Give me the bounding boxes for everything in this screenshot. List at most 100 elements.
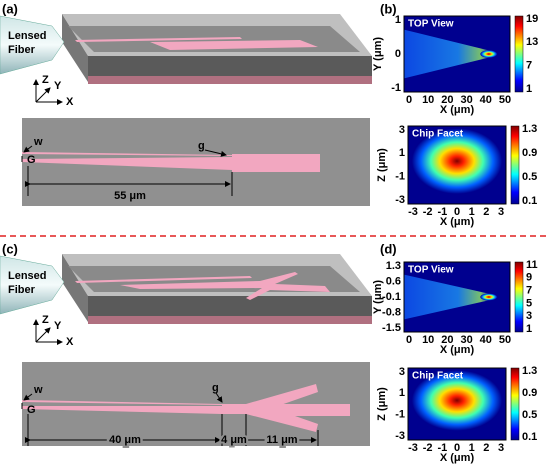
- G-label: G: [27, 154, 36, 166]
- waveguide: [222, 384, 318, 432]
- x-tick-label: 10: [422, 94, 434, 106]
- pointer: [23, 145, 33, 153]
- plot-frame: [407, 125, 507, 205]
- colorbar-label: 5: [526, 297, 532, 309]
- y-tick-label: 0.6: [386, 275, 401, 287]
- colorbar-label: 1: [526, 83, 532, 95]
- length-label: 55 μm: [114, 190, 146, 202]
- colorbar-label: 1.3: [522, 365, 537, 377]
- x-axis-label: X (μm): [440, 452, 475, 464]
- panel-label: (a): [2, 1, 18, 16]
- x-axis-label: X (μm): [440, 216, 475, 228]
- x-tick-label: -2: [423, 206, 433, 218]
- y-tick-label: 1: [399, 147, 405, 159]
- colorbar-label: 1.3: [522, 123, 537, 135]
- x-tick-label: 50: [499, 94, 511, 106]
- y-tick-label: -1: [395, 409, 405, 421]
- x-tick-label: 30: [460, 334, 472, 346]
- lensed-fiber: [0, 255, 65, 315]
- y-tick-label: 1: [399, 387, 405, 399]
- colorbar-label: 11: [526, 259, 538, 271]
- waveguide: [232, 154, 320, 172]
- colorbar-label: 0.9: [522, 147, 537, 159]
- pointer: [204, 149, 227, 157]
- colorbar-label: 0.9: [522, 387, 537, 399]
- w-label: w: [33, 136, 43, 148]
- chip-front: [88, 296, 372, 316]
- fiber-label: Lensed: [8, 270, 47, 282]
- length-label: 11 μm: [266, 434, 297, 446]
- waveguide: [150, 40, 318, 50]
- y-axis-label: Y (μm): [372, 280, 384, 314]
- plot-frame: [403, 15, 511, 93]
- x-tick-label: 50: [499, 334, 511, 346]
- x-tick-label: -1: [437, 442, 447, 454]
- x-tick-label: 1: [469, 206, 475, 218]
- y-tick-label: 1: [395, 14, 401, 26]
- axis-arrow: [35, 87, 51, 103]
- waveguide: [22, 406, 222, 414]
- colorbar-label: 1: [526, 323, 532, 335]
- plot-title: Chip Facet: [412, 129, 464, 140]
- w-label: w: [33, 384, 43, 396]
- length-label: 4 μm: [221, 434, 247, 446]
- x-tick-label: -3: [408, 206, 418, 218]
- lensed-fiber: [0, 15, 65, 75]
- x-tick-label: 20: [441, 94, 453, 106]
- x-tick-label: 0: [454, 442, 460, 454]
- y-tick-label: -0.1: [382, 291, 401, 303]
- x-tick-label: 40: [480, 94, 492, 106]
- plot-title: TOP View: [408, 19, 454, 30]
- plot-title: TOP View: [408, 265, 454, 276]
- axis-label: Z: [42, 314, 49, 326]
- waveguide: [272, 404, 350, 416]
- panel-c: (c) Lensed Fiber Z Y X w G g 40 μm 4 μm …: [0, 241, 372, 448]
- colorbar-label: 19: [526, 13, 538, 25]
- axis-label: Y: [54, 320, 62, 332]
- g-label: g: [212, 382, 219, 394]
- x-tick-label: -3: [408, 442, 418, 454]
- colorbar-label: 0.1: [522, 431, 537, 443]
- colorbar: [510, 125, 520, 205]
- axis-arrow: [35, 327, 51, 343]
- panel-label: (d): [380, 241, 397, 256]
- x-axis-label: X (μm): [440, 344, 475, 356]
- x-tick-label: -2: [423, 442, 433, 454]
- y-tick-label: 0: [395, 48, 401, 60]
- waveguide: [75, 37, 242, 42]
- panel-a: (a) Lensed Fiber Z Y X w G g 55 μm: [0, 1, 372, 206]
- colorbar: [514, 15, 524, 93]
- y-tick-label: -1: [395, 171, 405, 183]
- colorbar-label: 7: [526, 60, 532, 72]
- x-tick-label: 3: [498, 206, 504, 218]
- y-axis-label: Y (μm): [372, 37, 384, 71]
- waveguide: [22, 157, 232, 170]
- chip-substrate: [88, 316, 372, 324]
- heatmap-field: [404, 29, 495, 79]
- y-axis-label: Z (μm): [376, 387, 388, 421]
- fiber-label: Lensed: [8, 30, 47, 42]
- x-tick-label: 30: [460, 94, 472, 106]
- waveguide: [22, 152, 232, 156]
- y-tick-label: 1.3: [386, 260, 401, 272]
- y-tick-label: -3: [395, 430, 405, 442]
- x-tick-label: 3: [498, 442, 504, 454]
- y-tick-label: -1.5: [382, 322, 401, 334]
- heatmap-hotspot: [480, 50, 498, 58]
- y-axis-label: Z (μm): [376, 148, 388, 182]
- G-label: G: [27, 404, 36, 416]
- heatmap-hotspot: [480, 293, 498, 301]
- axis-label: Z: [42, 74, 49, 86]
- plot-frame: [407, 367, 507, 441]
- chip-front: [88, 56, 372, 76]
- length-label: 40 μm: [109, 434, 141, 446]
- y-tick-label: 3: [399, 124, 405, 136]
- panel-label: (c): [2, 241, 18, 256]
- x-tick-label: 2: [483, 442, 489, 454]
- heatmap-mode: [411, 370, 503, 431]
- x-tick-label: -1: [437, 206, 447, 218]
- waveguide: [120, 272, 330, 300]
- panel-label: (b): [380, 1, 397, 16]
- g-label: g: [198, 140, 205, 152]
